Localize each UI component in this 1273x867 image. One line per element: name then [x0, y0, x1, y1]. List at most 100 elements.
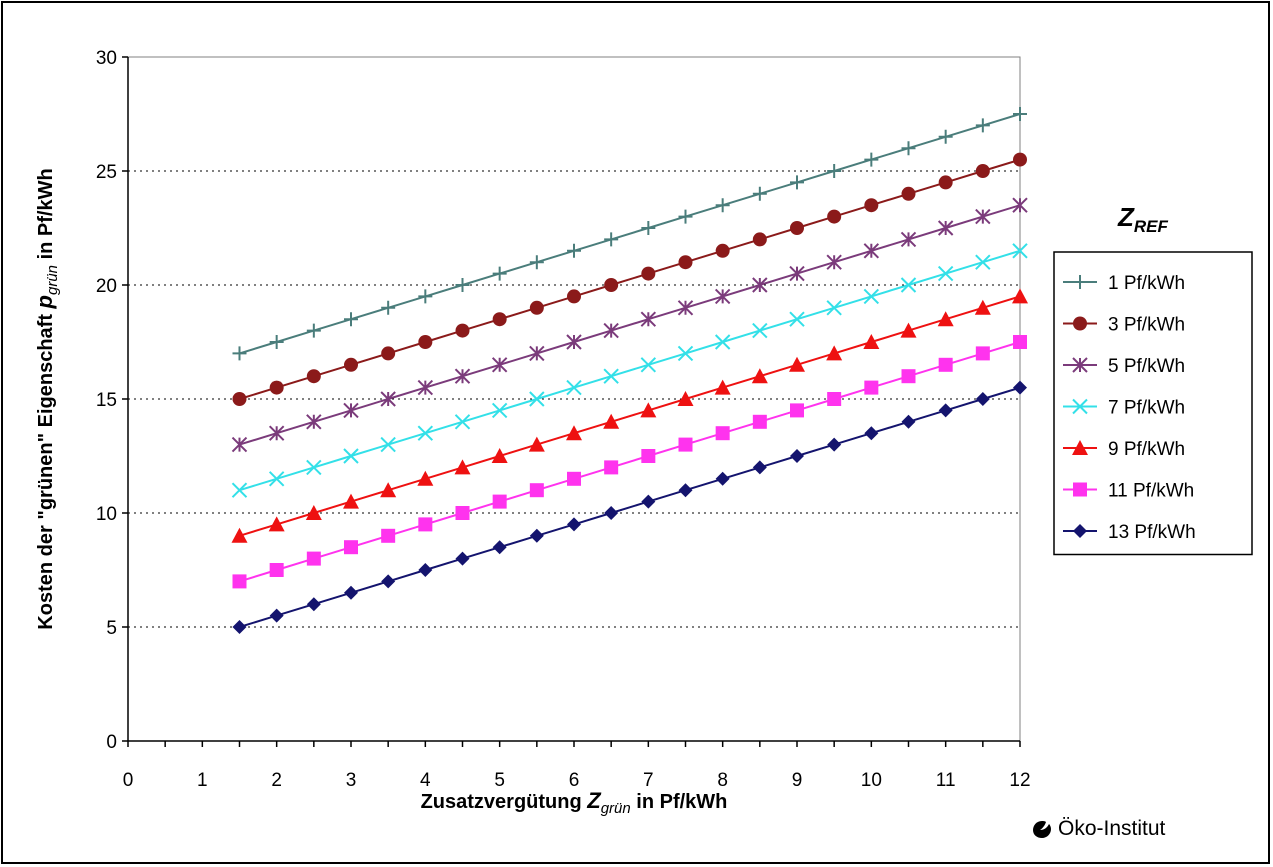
data-point-marker — [344, 357, 358, 372]
data-point-marker — [752, 277, 768, 293]
series-line — [239, 204, 1021, 446]
series-6 — [232, 335, 1027, 589]
x-tick-label: 8 — [717, 770, 728, 791]
y-tick-label: 15 — [96, 390, 117, 411]
data-point-marker — [380, 391, 396, 407]
data-point-marker — [492, 312, 507, 327]
data-point-marker — [641, 266, 656, 281]
data-point-marker — [715, 198, 730, 213]
data-point-marker — [1012, 243, 1028, 259]
series-line — [239, 295, 1021, 537]
data-point-marker — [566, 379, 582, 396]
series-7 — [232, 380, 1027, 634]
data-point-marker — [305, 505, 322, 520]
data-point-marker — [455, 278, 470, 292]
series-line — [239, 249, 1021, 492]
data-point-marker — [306, 597, 321, 612]
series-2 — [232, 152, 1027, 406]
data-point-marker — [491, 402, 508, 419]
data-point-marker — [752, 414, 767, 429]
data-point-marker — [640, 311, 657, 327]
data-point-marker — [492, 266, 507, 281]
data-point-marker — [678, 255, 693, 270]
data-point-marker — [529, 255, 544, 270]
data-point-marker — [826, 345, 843, 361]
legend-label: 1 Pf/kWh — [1108, 273, 1185, 294]
data-point-marker — [232, 346, 247, 361]
data-point-marker — [380, 436, 396, 453]
data-point-marker — [641, 449, 656, 463]
y-axis-title: Kosten der "grünen" Eigenschaft pgrün in… — [32, 168, 61, 629]
data-point-marker — [826, 300, 842, 316]
legend-item: 7 Pf/kWh — [1063, 398, 1185, 419]
data-point-marker — [231, 527, 248, 543]
data-point-marker — [790, 175, 804, 190]
x-tick-label: 3 — [346, 770, 357, 791]
data-point-marker — [1012, 288, 1028, 304]
data-point-marker — [900, 231, 917, 248]
data-point-marker — [938, 129, 953, 144]
data-point-marker — [751, 368, 768, 384]
data-point-marker — [455, 323, 470, 338]
data-point-marker — [529, 300, 544, 315]
y-tick-label: 10 — [96, 504, 117, 525]
data-point-marker — [864, 426, 879, 441]
legend-label: 7 Pf/kWh — [1108, 398, 1185, 419]
legend-label: 11 Pf/kWh — [1108, 481, 1194, 502]
y-tick-label: 0 — [106, 732, 117, 753]
legend-box — [1053, 251, 1253, 556]
data-point-marker — [603, 322, 619, 339]
data-point-marker — [678, 437, 693, 452]
legend: 1 Pf/kWh 3 Pf/kWh 5 Pf/kWh 7 Pf/kWh 9 Pf/kWh… — [1053, 251, 1253, 556]
data-point-marker — [975, 208, 991, 225]
data-point-marker — [418, 289, 433, 304]
data-point-marker — [640, 357, 657, 373]
x-tick-label: 6 — [569, 770, 580, 791]
legend-label: 9 Pf/kWh — [1108, 439, 1185, 460]
oeko-institut-logo: Öko-Institut — [1032, 817, 1165, 841]
data-point-marker — [827, 392, 842, 406]
logo-text: Öko-Institut — [1058, 817, 1166, 840]
data-point-marker — [1072, 398, 1088, 415]
data-point-marker — [604, 506, 619, 520]
x-tick-label: 0 — [123, 770, 134, 791]
data-point-marker — [1072, 357, 1088, 373]
data-point-marker — [1073, 275, 1087, 289]
y-tick-label: 30 — [96, 48, 117, 69]
data-point-marker — [975, 118, 990, 133]
x-tick-label: 10 — [861, 770, 882, 791]
series-line — [239, 158, 1021, 400]
series-group — [231, 107, 1028, 634]
data-point-marker — [900, 322, 917, 338]
legend-item: 9 Pf/kWh — [1063, 439, 1185, 460]
data-point-marker — [790, 221, 804, 235]
data-point-marker — [900, 277, 917, 293]
data-point-marker — [677, 300, 694, 316]
data-point-marker — [269, 608, 284, 623]
data-point-marker — [937, 311, 954, 327]
series-4 — [231, 243, 1028, 498]
data-point-marker — [1073, 482, 1087, 497]
data-point-marker — [1072, 440, 1088, 455]
data-point-marker — [974, 299, 991, 315]
data-point-marker — [714, 379, 731, 395]
data-point-marker — [901, 414, 916, 429]
legend-item: 13 Pf/kWh — [1063, 522, 1196, 543]
data-point-marker — [492, 540, 507, 555]
data-point-marker — [641, 221, 656, 235]
data-point-marker — [306, 459, 322, 476]
data-point-marker — [529, 483, 544, 498]
data-point-marker — [417, 379, 434, 396]
x-tick-label: 5 — [494, 770, 505, 791]
data-point-marker — [975, 346, 990, 361]
data-point-marker — [232, 574, 247, 589]
data-point-marker — [269, 563, 284, 577]
data-point-marker — [864, 380, 879, 395]
data-point-marker — [789, 265, 805, 282]
data-point-marker — [232, 620, 247, 634]
data-point-marker — [789, 311, 805, 327]
data-point-marker — [752, 322, 768, 339]
data-point-marker — [268, 471, 285, 487]
data-point-marker — [418, 563, 433, 577]
data-point-marker — [491, 448, 508, 463]
